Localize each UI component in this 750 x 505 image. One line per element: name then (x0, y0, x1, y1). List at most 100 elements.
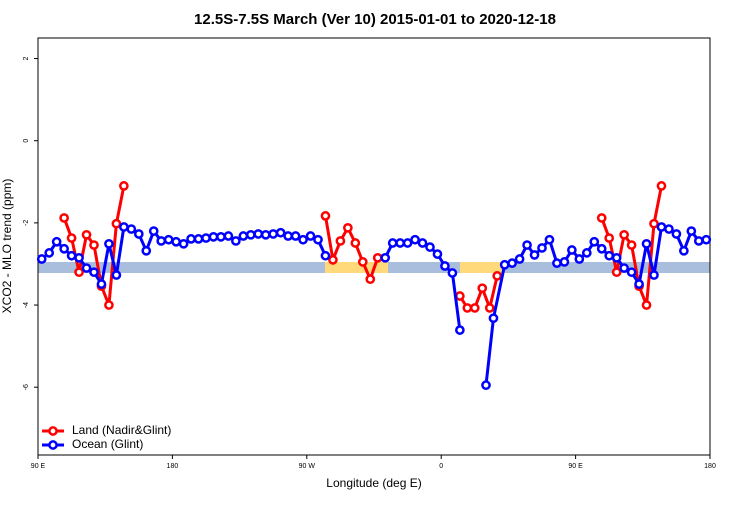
point (290, 231, 301, 241)
point (693, 236, 704, 246)
point (283, 231, 293, 241)
point (440, 261, 450, 271)
point (74, 252, 84, 263)
point (335, 236, 346, 246)
point (59, 243, 69, 254)
point (66, 250, 77, 261)
point (641, 238, 652, 249)
point (320, 211, 331, 221)
point (51, 236, 62, 247)
y-tick-label: -6 (23, 384, 30, 390)
y-tick-label: -4 (23, 302, 30, 308)
point (163, 234, 174, 245)
land-band (460, 262, 505, 273)
legend-marker (48, 426, 58, 436)
point (477, 283, 488, 294)
point (208, 231, 219, 242)
point (559, 257, 570, 267)
point (260, 229, 271, 240)
point (156, 236, 167, 246)
point (679, 245, 689, 256)
point (141, 245, 152, 256)
point (119, 222, 129, 232)
point (417, 238, 428, 248)
point (507, 258, 517, 268)
point (611, 252, 622, 263)
y-tick-label: 0 (23, 139, 30, 143)
point (395, 238, 405, 248)
point (223, 231, 234, 241)
point (66, 233, 77, 243)
point (619, 263, 629, 273)
point (268, 229, 279, 239)
point (596, 243, 607, 254)
legend-label: Ocean (Glint) (72, 437, 143, 451)
point (537, 243, 547, 253)
point (484, 303, 495, 313)
point (387, 238, 398, 248)
point (186, 234, 196, 244)
point (350, 238, 361, 248)
point (238, 231, 249, 241)
point (522, 240, 532, 250)
point (365, 274, 376, 285)
point (74, 267, 84, 278)
point (649, 270, 659, 280)
point (89, 240, 99, 250)
point (701, 234, 712, 245)
point (619, 229, 629, 240)
point (596, 213, 607, 223)
point (171, 236, 181, 247)
point (488, 313, 499, 324)
point (343, 222, 353, 233)
legend-label: Land (Nadir&Glint) (72, 423, 171, 437)
point (372, 252, 383, 263)
point (514, 254, 525, 264)
x-tick-label: 180 (704, 463, 716, 470)
point (111, 270, 122, 280)
point (649, 218, 659, 229)
point (216, 231, 226, 242)
point (529, 250, 540, 260)
x-tick-label: 180 (167, 463, 179, 470)
point (81, 263, 92, 273)
point (447, 268, 458, 278)
legend-marker (48, 440, 58, 450)
point (133, 229, 144, 239)
point (380, 252, 391, 263)
point (626, 267, 637, 278)
point (552, 258, 562, 268)
point (671, 229, 682, 239)
point (664, 224, 674, 234)
point (499, 259, 510, 270)
point (119, 181, 129, 191)
point (96, 279, 107, 289)
point (126, 224, 137, 234)
x-tick-label: 90 E (568, 463, 583, 470)
x-tick-label: 90 W (299, 463, 316, 470)
x-tick-label: 0 (439, 463, 443, 470)
x-tick-label: 90 E (31, 463, 46, 470)
plot-frame (37, 37, 711, 456)
point (313, 234, 323, 245)
point (59, 213, 69, 223)
point (462, 303, 473, 313)
point (686, 226, 697, 236)
point (193, 234, 204, 244)
point (656, 222, 667, 232)
point (589, 236, 600, 247)
y-axis-label: XCO2 - MLO trend (ppm) (0, 179, 14, 314)
point (245, 229, 256, 240)
point (44, 248, 55, 258)
y-tick-label: -2 (23, 220, 30, 226)
point (656, 181, 667, 191)
point (455, 325, 465, 335)
point (626, 240, 637, 250)
point (455, 291, 465, 301)
point (89, 267, 99, 278)
point (574, 254, 585, 264)
point (81, 229, 92, 240)
point (425, 242, 435, 252)
point (604, 233, 615, 243)
